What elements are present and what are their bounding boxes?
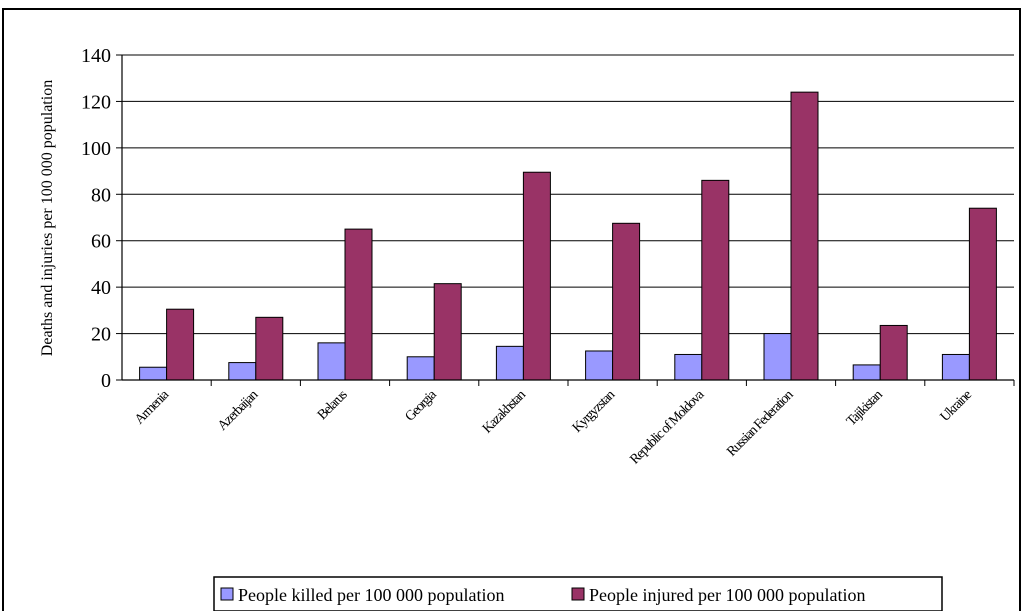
bar-injured-azerbaijan bbox=[255, 316, 284, 381]
legend-label-killed: People killed per 100 000 population bbox=[238, 585, 504, 605]
bar-killed-ukraine bbox=[941, 353, 970, 381]
bar-injured-russian-federation bbox=[790, 91, 819, 381]
x-category-label: Kyrgyzstan bbox=[570, 387, 618, 435]
bar-injured-kazakhstan bbox=[522, 171, 551, 381]
x-category-label: Russian Federation bbox=[724, 387, 796, 459]
y-tick-label: 100 bbox=[81, 138, 111, 160]
bar-injured-kyrgyzstan bbox=[612, 222, 641, 381]
x-category-label: Belarus bbox=[315, 388, 350, 423]
bar-killed-armenia bbox=[139, 366, 168, 381]
x-category-label: Ukraine bbox=[938, 388, 975, 425]
x-category-label: Azerbaijan bbox=[215, 387, 261, 433]
bar-killed-kyrgyzstan bbox=[585, 350, 614, 381]
y-tick-label: 40 bbox=[91, 277, 111, 299]
bar-killed-georgia bbox=[406, 356, 435, 381]
legend-swatch-killed bbox=[220, 587, 234, 601]
x-category-label: Kazakhstan bbox=[480, 387, 529, 436]
y-tick-labels: 0 20 40 60 80 100 120 140 bbox=[81, 45, 111, 392]
bar-injured-belarus bbox=[344, 228, 373, 381]
bar-injured-georgia bbox=[433, 283, 462, 381]
legend: People killed per 100 000 population Peo… bbox=[213, 576, 943, 611]
bar-injured-armenia bbox=[166, 308, 195, 381]
chart-frame bbox=[2, 8, 1021, 611]
gridlines bbox=[116, 54, 1014, 381]
bar-killed-azerbaijan bbox=[228, 362, 257, 381]
bar-injured-ukraine bbox=[968, 207, 997, 381]
bars bbox=[139, 91, 997, 381]
y-tick-label: 0 bbox=[101, 370, 111, 392]
y-tick-label: 60 bbox=[91, 231, 111, 253]
bar-killed-belarus bbox=[317, 342, 346, 381]
bar-killed-tajikistan bbox=[852, 364, 881, 381]
y-tick-label: 120 bbox=[81, 91, 111, 113]
y-axis-label: Deaths and injuries per 100 000 populati… bbox=[39, 80, 56, 356]
x-category-label: Tajikistan bbox=[844, 387, 886, 429]
bar-killed-kazakhstan bbox=[495, 345, 524, 381]
x-category-label: Georgia bbox=[403, 387, 441, 425]
bar-killed-russian-federation bbox=[763, 333, 792, 381]
y-tick-label: 80 bbox=[91, 184, 111, 206]
y-tick-label: 20 bbox=[91, 324, 111, 346]
bar-injured-republic-of-moldova bbox=[701, 179, 730, 381]
bar-injured-tajikistan bbox=[879, 324, 908, 381]
x-category-labels: Armenia Azerbaijan Belarus Georgia Kazakhsta… bbox=[132, 387, 975, 468]
legend-label-injured: People injured per 100 000 population bbox=[589, 585, 865, 605]
y-tick-label: 140 bbox=[81, 45, 111, 67]
x-category-label: Armenia bbox=[132, 387, 173, 428]
bar-killed-republic-of-moldova bbox=[674, 353, 703, 381]
axes bbox=[121, 55, 1015, 386]
legend-swatch-injured bbox=[571, 587, 585, 601]
x-category-label: Republic of Moldova bbox=[627, 387, 708, 468]
